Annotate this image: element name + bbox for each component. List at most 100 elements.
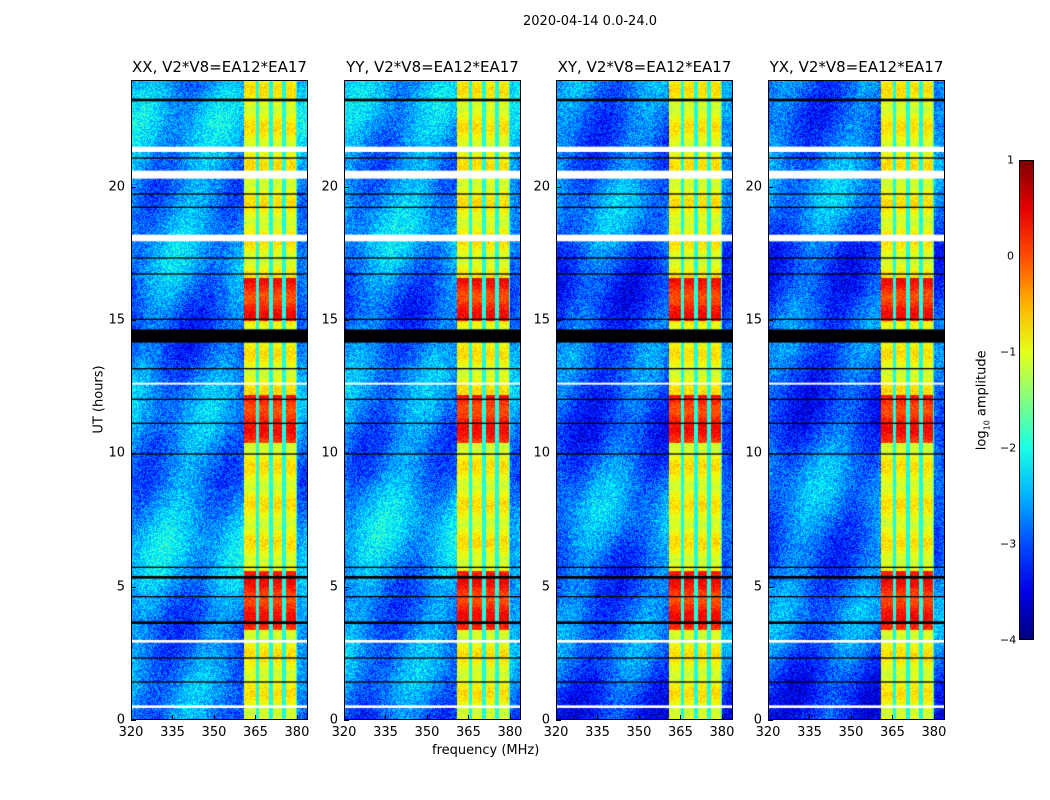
colorbar-label: log10 amplitude xyxy=(974,350,992,451)
y-tick-mark xyxy=(344,453,349,455)
x-tick-mark xyxy=(850,715,852,720)
y-tick-mark xyxy=(131,720,136,721)
y-tick-label: 0 xyxy=(116,712,125,728)
x-tick-label: 365 xyxy=(880,725,905,740)
x-tick-label: 350 xyxy=(838,725,864,740)
colorbar-tick-label: −4 xyxy=(1000,633,1017,647)
x-tick-mark xyxy=(385,715,387,720)
y-tick-mark xyxy=(768,320,773,321)
figure-title: 2020-04-14 0.0-24.0 xyxy=(523,14,657,29)
x-tick-label: 350 xyxy=(201,725,227,740)
x-tick-label: 380 xyxy=(709,725,735,740)
y-tick-label: 15 xyxy=(533,312,550,328)
panel-title: YX, V2*V8=EA12*EA17 xyxy=(769,58,944,76)
x-tick-label: 350 xyxy=(414,725,440,740)
y-tick-mark xyxy=(344,586,349,588)
x-tick-label: 350 xyxy=(626,725,652,740)
y-tick-mark xyxy=(131,320,136,321)
y-tick-mark xyxy=(768,720,773,721)
plot-frame xyxy=(768,80,945,720)
y-tick-mark xyxy=(344,186,349,188)
y-tick-mark xyxy=(344,320,349,321)
plot-frame xyxy=(556,80,733,720)
y-tick-mark xyxy=(131,453,136,455)
y-tick-mark xyxy=(768,586,773,588)
x-tick-label: 335 xyxy=(585,725,610,740)
y-tick-label: 20 xyxy=(321,179,338,195)
y-tick-mark xyxy=(556,720,561,721)
heatmap-yx xyxy=(768,80,945,720)
y-tick-mark xyxy=(131,186,136,188)
heatmap-xx xyxy=(131,80,308,720)
panel-xy: XY, V2*V8=EA12*EA17 320 335 350 365 380 0 5 10 15… xyxy=(533,58,734,740)
y-tick-mark xyxy=(344,720,349,721)
x-tick-mark xyxy=(556,715,557,720)
x-tick-mark xyxy=(468,715,470,720)
y-tick-label: 20 xyxy=(745,179,762,195)
x-tick-mark xyxy=(933,715,935,720)
y-tick-mark xyxy=(768,453,773,455)
x-tick-mark xyxy=(768,715,769,720)
heatmap-yy xyxy=(344,80,521,720)
x-axis-label: frequency (MHz) xyxy=(432,743,540,758)
x-tick-mark xyxy=(509,715,511,720)
y-tick-label: 0 xyxy=(329,712,338,728)
y-tick-mark xyxy=(131,586,136,588)
x-tick-label: 320 xyxy=(755,725,781,740)
x-tick-mark xyxy=(426,715,428,720)
y-tick-label: 15 xyxy=(108,312,125,328)
colorbar-tick-label: −2 xyxy=(1000,441,1017,455)
plot-frame xyxy=(344,80,521,720)
y-tick-label: 10 xyxy=(108,445,125,461)
panel-xx: XX, V2*V8=EA12*EA17 320 335 350 365 380 0 5 10 15… xyxy=(108,58,309,740)
x-tick-label: 365 xyxy=(456,725,481,740)
y-tick-label: 0 xyxy=(753,712,762,728)
x-tick-mark xyxy=(296,715,298,720)
x-tick-mark xyxy=(638,715,640,720)
colorbar xyxy=(1019,160,1034,640)
panel-title: XX, V2*V8=EA12*EA17 xyxy=(132,58,307,76)
y-tick-label: 5 xyxy=(116,579,125,595)
x-tick-mark xyxy=(680,715,682,720)
y-tick-mark xyxy=(556,453,561,455)
y-tick-label: 5 xyxy=(329,579,338,595)
x-tick-label: 320 xyxy=(543,725,569,740)
x-tick-mark xyxy=(721,715,723,720)
x-tick-mark xyxy=(344,715,345,720)
x-tick-label: 335 xyxy=(160,725,185,740)
y-tick-label: 10 xyxy=(321,445,338,461)
x-tick-label: 380 xyxy=(921,725,947,740)
x-tick-mark xyxy=(892,715,894,720)
y-tick-mark xyxy=(556,586,561,588)
plot-frame xyxy=(131,80,308,720)
panel-yx: YX, V2*V8=EA12*EA17 320 335 350 365 380 0 5 10 15… xyxy=(745,58,946,740)
colorbar-tick-label: −1 xyxy=(1000,345,1017,359)
y-tick-label: 0 xyxy=(541,712,550,728)
x-tick-label: 335 xyxy=(797,725,822,740)
colorbar-tick-label: 0 xyxy=(1007,249,1014,263)
y-axis-label: UT (hours) xyxy=(91,365,107,434)
x-tick-label: 380 xyxy=(497,725,523,740)
x-tick-label: 320 xyxy=(118,725,144,740)
y-tick-label: 20 xyxy=(533,179,550,195)
y-tick-label: 5 xyxy=(753,579,762,595)
x-tick-label: 365 xyxy=(668,725,693,740)
x-tick-mark xyxy=(809,715,811,720)
y-tick-label: 10 xyxy=(533,445,550,461)
panel-yy: YY, V2*V8=EA12*EA17 320 335 350 365 380 0 5 10 15… xyxy=(321,58,522,740)
y-tick-label: 15 xyxy=(745,312,762,328)
y-tick-mark xyxy=(768,186,773,188)
panel-title: YY, V2*V8=EA12*EA17 xyxy=(346,58,519,76)
panel-title: XY, V2*V8=EA12*EA17 xyxy=(557,58,732,76)
colorbar-tick-label: 1 xyxy=(1007,153,1014,167)
y-tick-label: 5 xyxy=(541,579,550,595)
x-tick-mark xyxy=(131,715,132,720)
x-tick-mark xyxy=(213,715,215,720)
y-tick-label: 10 xyxy=(745,445,762,461)
x-tick-label: 380 xyxy=(284,725,310,740)
y-tick-label: 20 xyxy=(108,179,125,195)
x-tick-label: 335 xyxy=(373,725,398,740)
x-tick-label: 365 xyxy=(243,725,268,740)
x-tick-mark xyxy=(172,715,174,720)
